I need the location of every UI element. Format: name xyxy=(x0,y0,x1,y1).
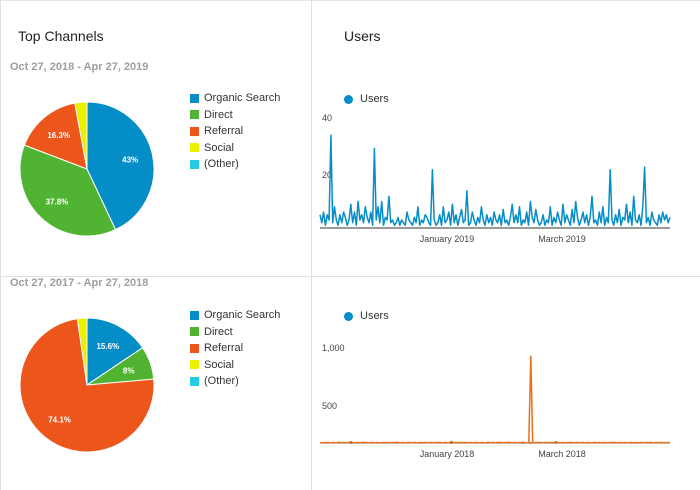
legend-label: Direct xyxy=(204,108,233,121)
legend-item-social[interactable]: Social xyxy=(190,357,280,374)
horizontal-divider xyxy=(0,276,700,277)
legend-item-referral[interactable]: Referral xyxy=(190,123,280,140)
legend-swatch xyxy=(190,343,199,353)
top-channels-title: Top Channels xyxy=(18,28,104,44)
users-legend-current[interactable]: Users xyxy=(344,93,389,105)
legend-item-other[interactable]: (Other) xyxy=(190,156,280,173)
pie-slice-label: 37.8% xyxy=(46,197,69,206)
legend-swatch xyxy=(190,126,199,136)
users-legend-dot xyxy=(344,311,353,321)
legend-item-direct[interactable]: Direct xyxy=(190,324,280,341)
legend-label: (Other) xyxy=(204,375,239,388)
legend-swatch xyxy=(190,327,199,337)
pie-slice-label: 8% xyxy=(123,366,135,375)
y-tick-label: 1,000 xyxy=(322,343,345,353)
pie-slice-label: 16.3% xyxy=(47,131,70,140)
legend-swatch xyxy=(190,159,199,169)
legend-label: Social xyxy=(204,141,234,154)
legend-label: Social xyxy=(204,358,234,371)
y-tick-label: 20 xyxy=(322,170,332,180)
pie-slice-social[interactable] xyxy=(74,101,88,170)
legend-swatch xyxy=(190,110,199,120)
users-legend-previous[interactable]: Users xyxy=(344,310,389,322)
y-tick-label: 500 xyxy=(322,401,337,411)
users-line-chart-previous[interactable]: 500 1,000 January 2018 March 2018 xyxy=(312,325,690,465)
pie-slice-label: 74.1% xyxy=(48,416,71,425)
legend-swatch xyxy=(190,376,199,386)
legend-item-organic-search[interactable]: Organic Search xyxy=(190,90,280,107)
top-channels-pie-chart-current[interactable]: 43% 37.8% 16.3% xyxy=(18,100,156,238)
pie-slice-label: 43% xyxy=(122,155,138,164)
legend-swatch xyxy=(190,143,199,153)
x-tick-label: January 2019 xyxy=(420,234,475,244)
legend-item-direct[interactable]: Direct xyxy=(190,107,280,124)
pie-slice-social[interactable] xyxy=(76,317,88,386)
pie-slice-direct[interactable] xyxy=(19,144,117,237)
x-tick-label: March 2018 xyxy=(538,449,586,459)
users-legend-dot xyxy=(344,94,353,104)
legend-label: (Other) xyxy=(204,158,239,171)
legend-swatch xyxy=(190,310,199,320)
date-range-previous: Oct 27, 2017 - Apr 27, 2018 xyxy=(10,277,149,289)
users-line-chart-current[interactable]: 20 40 January 2019 March 2019 xyxy=(312,110,690,250)
pie-slice-label: 15.6% xyxy=(96,342,119,351)
legend-item-other[interactable]: (Other) xyxy=(190,373,280,390)
x-tick-label: March 2019 xyxy=(538,234,586,244)
users-legend-label: Users xyxy=(360,310,389,322)
legend-label: Referral xyxy=(204,125,244,138)
top-channels-legend-current: Organic Search Direct Referral Social (O… xyxy=(190,90,280,173)
users-series-line[interactable] xyxy=(319,355,671,444)
legend-item-organic-search[interactable]: Organic Search xyxy=(190,307,280,324)
legend-label: Organic Search xyxy=(204,309,281,322)
top-channels-legend-previous: Organic Search Direct Referral Social (O… xyxy=(190,307,280,390)
pie-slice-organic-search[interactable] xyxy=(86,317,144,386)
date-range-current: Oct 27, 2018 - Apr 27, 2019 xyxy=(10,61,149,73)
legend-swatch xyxy=(190,360,199,370)
legend-label: Referral xyxy=(204,342,244,355)
legend-label: Direct xyxy=(204,325,233,338)
pie-slice-organic-search[interactable] xyxy=(86,101,155,231)
legend-item-social[interactable]: Social xyxy=(190,140,280,157)
legend-label: Organic Search xyxy=(204,92,281,105)
top-channels-pie-chart-previous[interactable]: 15.6% 8% 74.1% xyxy=(18,316,156,454)
legend-item-referral[interactable]: Referral xyxy=(190,340,280,357)
legend-swatch xyxy=(190,93,199,103)
pie-slice-referral[interactable] xyxy=(23,102,88,170)
y-tick-label: 40 xyxy=(322,113,332,123)
users-legend-label: Users xyxy=(360,93,389,105)
x-tick-label: January 2018 xyxy=(420,449,475,459)
vertical-divider xyxy=(311,0,312,490)
users-series-line[interactable] xyxy=(319,134,671,227)
users-title: Users xyxy=(344,28,381,44)
pie-slice-referral[interactable] xyxy=(19,318,155,453)
